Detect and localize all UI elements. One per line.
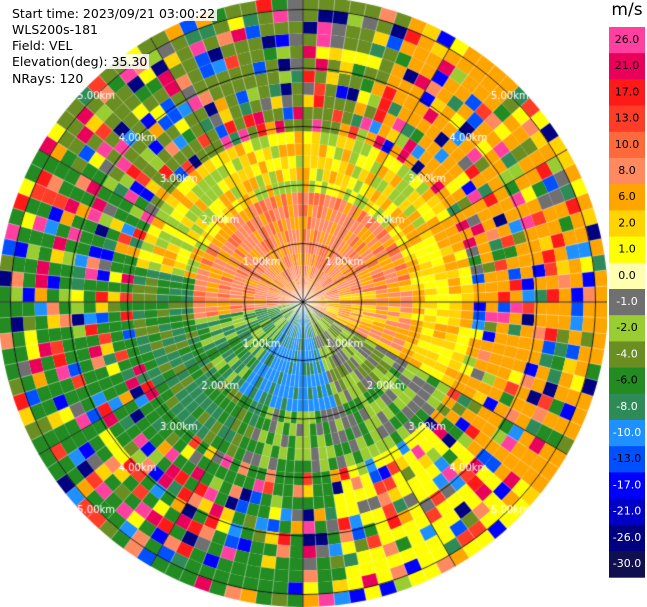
colorbar-swatch xyxy=(609,262,645,290)
colorbar-swatch xyxy=(609,184,645,211)
colorbar-swatch xyxy=(609,158,645,185)
radar-ppi-plot xyxy=(0,0,607,607)
instrument-label: WLS200s-181 xyxy=(10,22,100,37)
colorbar-swatch xyxy=(609,315,645,342)
colorbar-tick-label: -2.0 xyxy=(616,321,637,334)
colorbar-tick-label: 21.0 xyxy=(615,59,640,72)
colorbar-tick-label: -30.0 xyxy=(613,557,641,570)
colorbar-tick-label: -26.0 xyxy=(613,531,641,544)
colorbar-tick-label: -21.0 xyxy=(613,505,641,518)
colorbar-swatch xyxy=(609,105,645,133)
colorbar-unit: m/s xyxy=(611,0,643,20)
elevation-label: Elevation(deg): 35.30 xyxy=(10,54,150,69)
colorbar-swatch xyxy=(609,210,645,238)
colorbar-swatch xyxy=(609,367,645,395)
colorbar-tick-label: 1.0 xyxy=(618,243,636,256)
colorbar-tick-label: 17.0 xyxy=(615,85,640,98)
colorbar-swatch xyxy=(609,446,645,473)
field-label: Field: VEL xyxy=(10,38,75,53)
colorbar-tick-label: -4.0 xyxy=(616,347,637,360)
colorbar-swatch xyxy=(609,551,645,578)
colorbar-swatch xyxy=(609,498,645,526)
colorbar-swatch xyxy=(609,341,645,369)
colorbar-swatch xyxy=(609,393,645,421)
colorbar-tick-label: -13.0 xyxy=(613,452,641,465)
colorbar-swatch xyxy=(609,131,645,159)
colorbar-swatch xyxy=(609,27,645,54)
start-time-label: Start time: 2023/09/21 03:00:22 xyxy=(10,6,218,21)
colorbar-tick-label: -17.0 xyxy=(613,478,641,491)
colorbar-tick-label: 13.0 xyxy=(615,112,640,125)
colorbar-swatch xyxy=(609,53,645,80)
velocity-colorbar: 26.0 21.0 17.0 13.0 10.0 8.0 6.0 2.0 1.0 0.0 -1.0 -… xyxy=(609,27,645,578)
colorbar-swatch xyxy=(609,472,645,500)
colorbar-swatch xyxy=(609,289,645,316)
colorbar-swatch xyxy=(609,236,645,264)
colorbar-tick-label: 2.0 xyxy=(618,216,636,229)
colorbar-tick-label: 0.0 xyxy=(618,269,636,282)
colorbar-tick-label: 8.0 xyxy=(618,164,636,177)
colorbar-swatch xyxy=(609,420,645,447)
colorbar-tick-label: -6.0 xyxy=(616,374,637,387)
colorbar-swatch xyxy=(609,524,645,552)
colorbar-swatch xyxy=(609,79,645,107)
colorbar-tick-label: -8.0 xyxy=(616,400,637,413)
colorbar-tick-label: 26.0 xyxy=(615,33,640,46)
nrays-label: NRays: 120 xyxy=(10,71,86,86)
colorbar-tick-label: -10.0 xyxy=(613,426,641,439)
colorbar-tick-label: 6.0 xyxy=(618,190,636,203)
colorbar-tick-label: 10.0 xyxy=(615,138,640,151)
colorbar-tick-label: -1.0 xyxy=(616,295,637,308)
